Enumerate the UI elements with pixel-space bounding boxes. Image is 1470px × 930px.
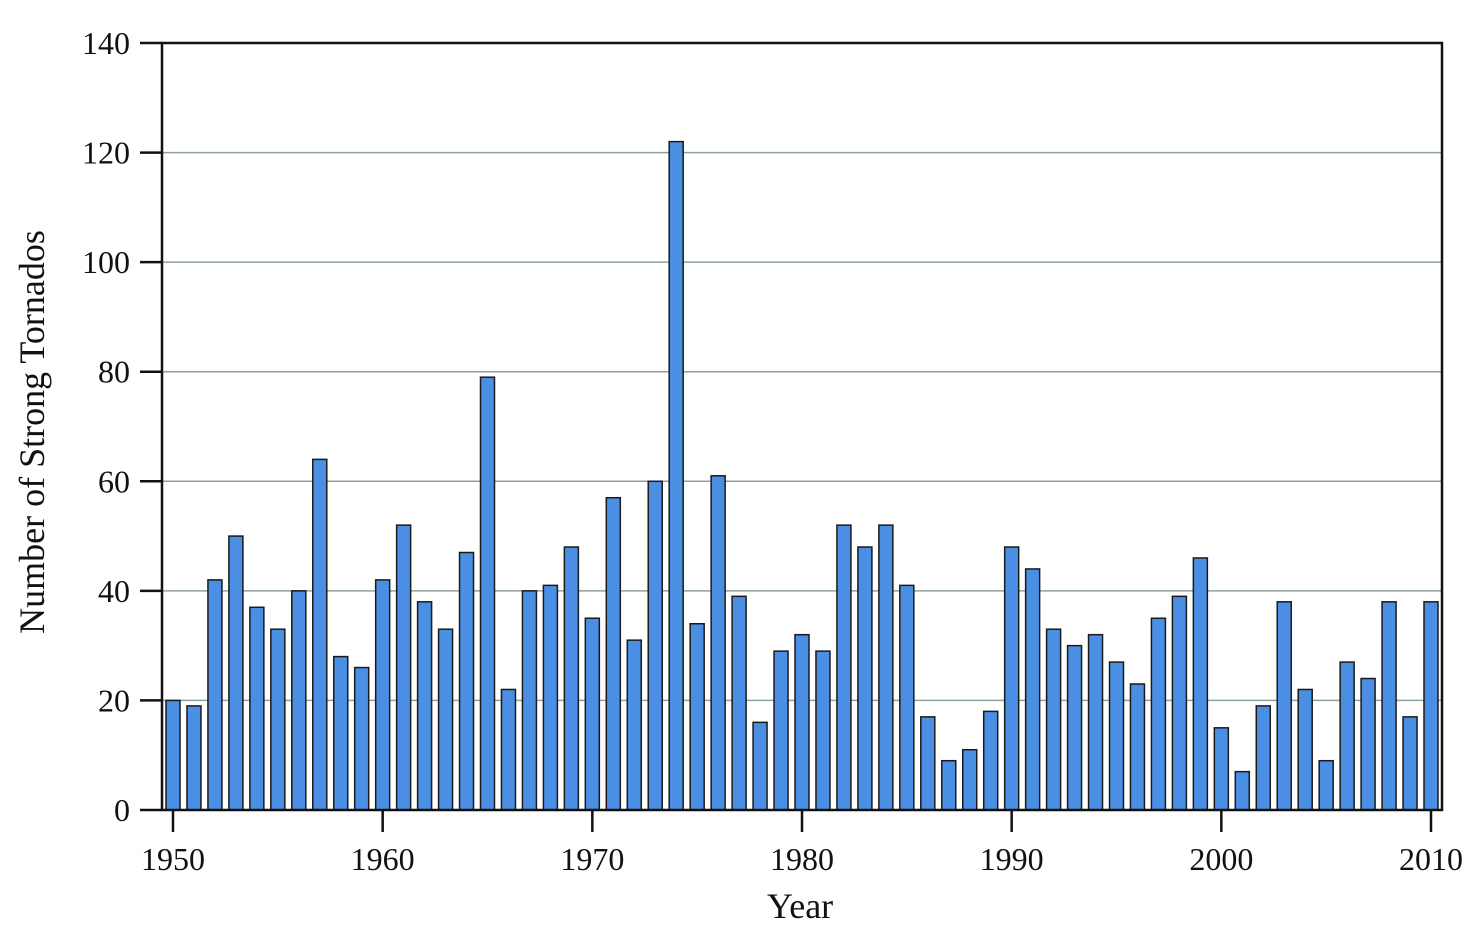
y-tick-label: 60 <box>98 463 130 499</box>
y-tick-label: 100 <box>82 244 130 280</box>
bar-1951 <box>186 705 202 811</box>
bar-1990 <box>1003 546 1020 811</box>
bar-2002 <box>1255 705 1272 811</box>
bar-1996 <box>1129 683 1146 811</box>
bar-1959 <box>353 666 370 811</box>
bar-1961 <box>395 524 412 811</box>
bar-1954 <box>249 606 265 811</box>
bar-1952 <box>207 579 223 811</box>
bar-1988 <box>961 748 978 811</box>
y-axis-ticks: 0 20 40 60 80 100 120 140 <box>82 25 162 828</box>
bars <box>165 140 1439 811</box>
bar-1972 <box>626 639 643 811</box>
bar-1982 <box>836 524 852 811</box>
bar-1963 <box>437 628 454 811</box>
x-tick-label: 1990 <box>980 841 1044 877</box>
y-tick-label: 80 <box>98 354 130 390</box>
bar-1999 <box>1192 557 1209 811</box>
gridlines <box>162 151 1442 702</box>
bar-1957 <box>312 458 328 811</box>
bar-1960 <box>374 579 391 811</box>
x-tick-label: 2000 <box>1189 841 1253 877</box>
bar-2009 <box>1402 716 1418 811</box>
bar-1964 <box>458 551 475 811</box>
x-tick-label: 2010 <box>1399 841 1463 877</box>
bar-1950 <box>165 699 181 811</box>
y-tick-label: 20 <box>98 682 130 718</box>
bar-1997 <box>1150 617 1167 811</box>
bar-1985 <box>899 584 915 811</box>
bar-1998 <box>1171 595 1188 811</box>
bar-2007 <box>1360 677 1376 811</box>
bar-1966 <box>500 688 517 811</box>
bar-1986 <box>920 716 936 811</box>
x-tick-label: 1950 <box>141 841 205 877</box>
bar-1987 <box>941 759 957 811</box>
bar-1995 <box>1108 661 1125 811</box>
bar-1993 <box>1066 644 1083 811</box>
bar-1978 <box>752 721 768 811</box>
bar-1974 <box>668 140 684 811</box>
bar-1971 <box>605 496 622 811</box>
bar-1981 <box>815 650 831 811</box>
bar-1975 <box>689 622 705 811</box>
x-tick-label: 1980 <box>770 841 834 877</box>
bar-1962 <box>416 601 433 811</box>
bar-1969 <box>563 546 580 811</box>
bar-1976 <box>710 475 726 811</box>
y-axis-title: Number of Strong Tornados <box>12 230 52 634</box>
bar-1970 <box>584 617 601 811</box>
bar-2008 <box>1381 601 1397 811</box>
bar-2004 <box>1297 688 1313 811</box>
y-tick-label: 40 <box>98 573 130 609</box>
bar-1965 <box>479 376 496 811</box>
bar-1956 <box>291 590 307 811</box>
bar-1953 <box>228 535 244 811</box>
x-axis-title: Year <box>767 886 833 926</box>
x-axis-ticks: 1950 1960 1970 1980 1990 2000 2010 <box>141 810 1463 877</box>
bar-1977 <box>731 595 747 811</box>
bar-2003 <box>1276 601 1292 811</box>
bar-1979 <box>773 650 789 811</box>
bar-2006 <box>1339 661 1355 811</box>
bar-1983 <box>857 546 873 811</box>
bar-1994 <box>1087 633 1104 811</box>
bar-1973 <box>647 480 663 811</box>
bar-1958 <box>332 655 349 811</box>
bar-2000 <box>1213 727 1230 811</box>
y-tick-label: 140 <box>82 25 130 61</box>
y-tick-label: 120 <box>82 135 130 171</box>
bar-1984 <box>878 524 894 811</box>
bar-1989 <box>982 710 999 811</box>
bar-2005 <box>1318 759 1334 811</box>
bar-2001 <box>1234 770 1251 811</box>
bar-1992 <box>1045 628 1062 811</box>
bar-1980 <box>794 633 810 811</box>
bar-1968 <box>542 584 559 811</box>
bar-1967 <box>521 590 538 811</box>
y-tick-label: 0 <box>114 792 130 828</box>
x-tick-label: 1960 <box>351 841 415 877</box>
bar-1955 <box>270 628 286 811</box>
x-tick-label: 1970 <box>560 841 624 877</box>
bar-2010 <box>1423 601 1439 811</box>
bar-1991 <box>1024 568 1041 811</box>
